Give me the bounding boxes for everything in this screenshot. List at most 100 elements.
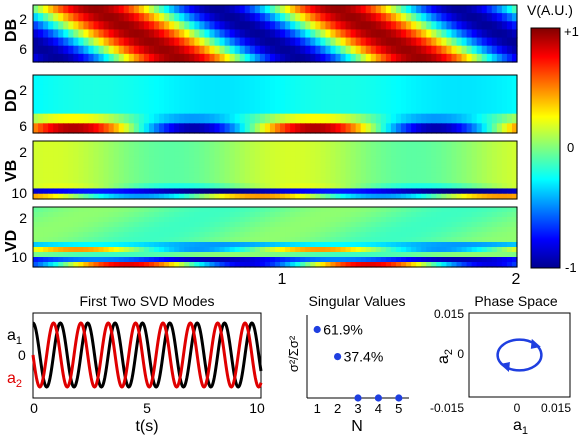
heatmap-cell bbox=[38, 232, 44, 238]
heatmap-cell bbox=[53, 188, 59, 195]
heatmap-cell bbox=[310, 146, 316, 153]
heatmap-cell bbox=[33, 45, 39, 55]
heatmap-cell bbox=[108, 167, 115, 174]
heatmap-cell bbox=[174, 252, 180, 258]
heatmap-cell bbox=[244, 45, 251, 55]
heatmap-cell bbox=[118, 29, 125, 39]
heatmap-cell bbox=[451, 156, 458, 163]
heatmap-cell bbox=[305, 188, 311, 195]
phase-space-arrow-top bbox=[530, 338, 541, 349]
heatmap-cell bbox=[48, 104, 54, 115]
heatmap-cell bbox=[320, 75, 327, 86]
heatmap-cell bbox=[138, 94, 145, 105]
heatmap-cell bbox=[58, 172, 64, 179]
heatmap-cell bbox=[113, 13, 120, 22]
heatmap-cell bbox=[491, 146, 498, 153]
heatmap-cell bbox=[169, 217, 175, 223]
heatmap-cell bbox=[496, 53, 503, 63]
heatmap-cell bbox=[179, 183, 185, 190]
heatmap-cell bbox=[446, 257, 453, 263]
heatmap-cell bbox=[93, 172, 100, 179]
heatmap-cell bbox=[275, 247, 281, 253]
heatmap-cell bbox=[451, 13, 458, 22]
heatmap-cell bbox=[290, 188, 296, 195]
heatmap-cell bbox=[441, 188, 448, 195]
heatmap-cell bbox=[305, 104, 311, 115]
heatmap-cell bbox=[365, 37, 372, 47]
heatmap-cell bbox=[244, 212, 251, 218]
heatmap-cell bbox=[38, 151, 44, 158]
heatmap-cell bbox=[466, 177, 473, 184]
heatmap-cell bbox=[501, 167, 508, 174]
heatmap-cell bbox=[426, 212, 432, 218]
heatmap-cell bbox=[118, 37, 125, 47]
heatmap-cell bbox=[199, 162, 206, 168]
heatmap-cell bbox=[446, 21, 453, 31]
heatmap-cell bbox=[335, 167, 342, 174]
heatmap-cell bbox=[451, 217, 458, 223]
heatmap-cell bbox=[390, 222, 397, 228]
heatmap-cell bbox=[285, 217, 291, 223]
heatmap-cell bbox=[53, 21, 59, 31]
heatmap-cell bbox=[103, 232, 110, 238]
heatmap-cell bbox=[390, 141, 397, 147]
heatmap-cell bbox=[491, 13, 498, 22]
heatmap-cell bbox=[254, 156, 261, 163]
heatmap-cell bbox=[108, 45, 115, 55]
heatmap-cell bbox=[466, 146, 473, 153]
heatmap-cell bbox=[33, 21, 39, 31]
heatmap-cell bbox=[300, 217, 306, 223]
heatmap-cell bbox=[108, 227, 115, 233]
heatmap-cell bbox=[68, 53, 74, 63]
heatmap-cell bbox=[108, 84, 115, 95]
heatmap-cell bbox=[179, 212, 185, 218]
heatmap-cell bbox=[189, 172, 195, 179]
heatmap-cell bbox=[461, 113, 468, 124]
heatmap-cell bbox=[380, 188, 387, 195]
heatmap-cell bbox=[58, 237, 64, 243]
heatmap-cell bbox=[441, 183, 448, 190]
heatmap-cell bbox=[375, 207, 382, 213]
heatmap-cell bbox=[325, 84, 332, 95]
heatmap-cell bbox=[88, 75, 95, 86]
heatmap-cell bbox=[456, 207, 463, 213]
heatmap-cell bbox=[43, 237, 49, 243]
heatmap-cell bbox=[441, 156, 448, 163]
heatmap-cell bbox=[143, 45, 150, 55]
heatmap-cell bbox=[436, 151, 442, 158]
heatmap-cell bbox=[209, 227, 216, 233]
heatmap-cell bbox=[275, 217, 281, 223]
heatmap-cell bbox=[179, 151, 185, 158]
heatmap-cell bbox=[360, 84, 367, 95]
heatmap-cell bbox=[58, 232, 64, 238]
heatmap-cell bbox=[239, 123, 246, 134]
heatmap-cell bbox=[385, 207, 392, 213]
heatmap-cell bbox=[138, 45, 145, 55]
heatmap-cell bbox=[385, 141, 392, 147]
heatmap-cell bbox=[209, 237, 216, 243]
heatmap-cell bbox=[275, 5, 281, 14]
heatmap-cell bbox=[229, 207, 236, 213]
heatmap-cell bbox=[38, 113, 44, 124]
heatmap-cell bbox=[421, 193, 427, 200]
heatmap-cell bbox=[184, 227, 190, 233]
heatmap-cell bbox=[48, 177, 54, 184]
heatmap-cell bbox=[83, 167, 90, 174]
heatmap-cell bbox=[169, 227, 175, 233]
heatmap-cell bbox=[461, 177, 468, 184]
heatmap-cell bbox=[269, 5, 276, 14]
heatmap-cell bbox=[209, 193, 216, 200]
heatmap-cell bbox=[103, 151, 110, 158]
heatmap-cell bbox=[53, 177, 59, 184]
heatmap-cell bbox=[58, 84, 64, 95]
heatmap-cell bbox=[103, 172, 110, 179]
heatmap-cell bbox=[83, 141, 90, 147]
heatmap-cell bbox=[305, 262, 311, 268]
heatmap-cell bbox=[143, 227, 150, 233]
heatmap-cell bbox=[123, 262, 130, 268]
heatmap-cell bbox=[481, 252, 488, 258]
heatmap-cell bbox=[78, 257, 85, 263]
heatmap-cell bbox=[506, 212, 513, 218]
heatmap-cell bbox=[133, 156, 140, 163]
heatmap-cell bbox=[53, 146, 59, 153]
